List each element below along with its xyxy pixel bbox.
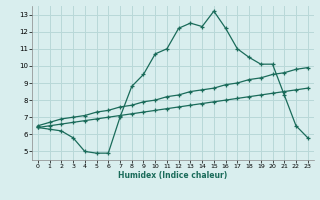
X-axis label: Humidex (Indice chaleur): Humidex (Indice chaleur) — [118, 171, 228, 180]
